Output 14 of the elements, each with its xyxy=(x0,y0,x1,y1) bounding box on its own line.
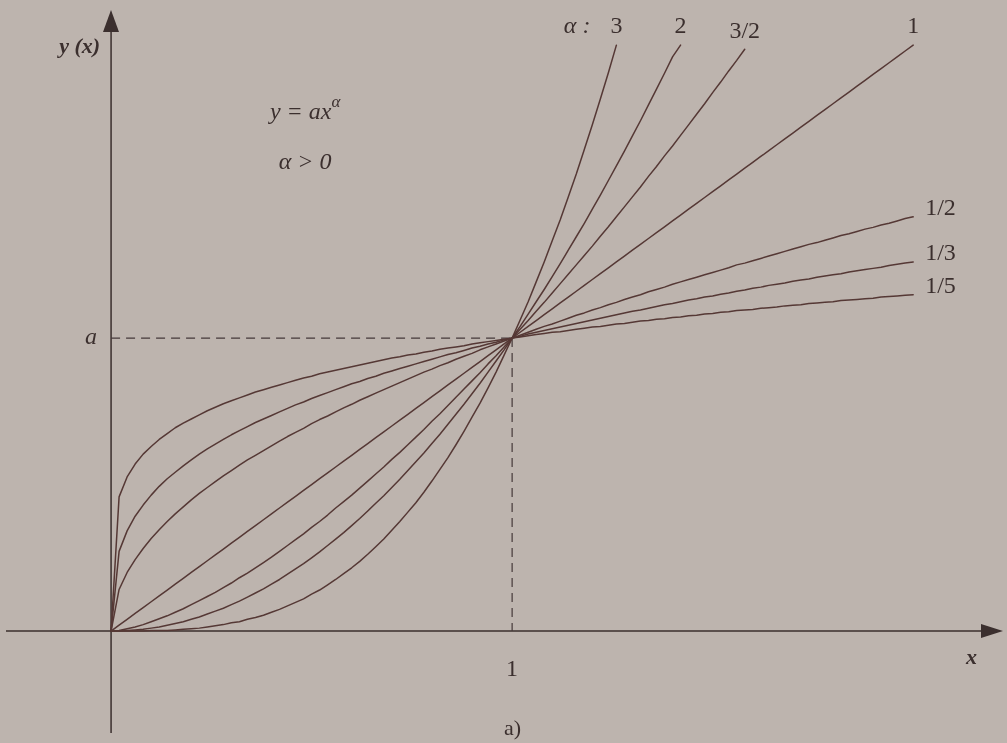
series-label: 2 xyxy=(674,12,687,39)
x-axis-title: x xyxy=(965,643,977,669)
series-label: 1/3 xyxy=(925,239,956,266)
y-axis-title: y (x) xyxy=(56,32,101,58)
text: 1 xyxy=(506,655,519,682)
ref-line-label: a xyxy=(85,323,98,350)
annotation: α > 0 xyxy=(278,148,332,175)
series-label: 1 xyxy=(907,12,920,39)
series-label: 3/2 xyxy=(729,16,761,43)
series-label: 1/2 xyxy=(925,194,956,221)
series-label: 3 xyxy=(610,12,623,39)
text: a) xyxy=(503,714,522,740)
series-label: 1/5 xyxy=(925,272,956,299)
legend-title: α : xyxy=(563,12,591,39)
